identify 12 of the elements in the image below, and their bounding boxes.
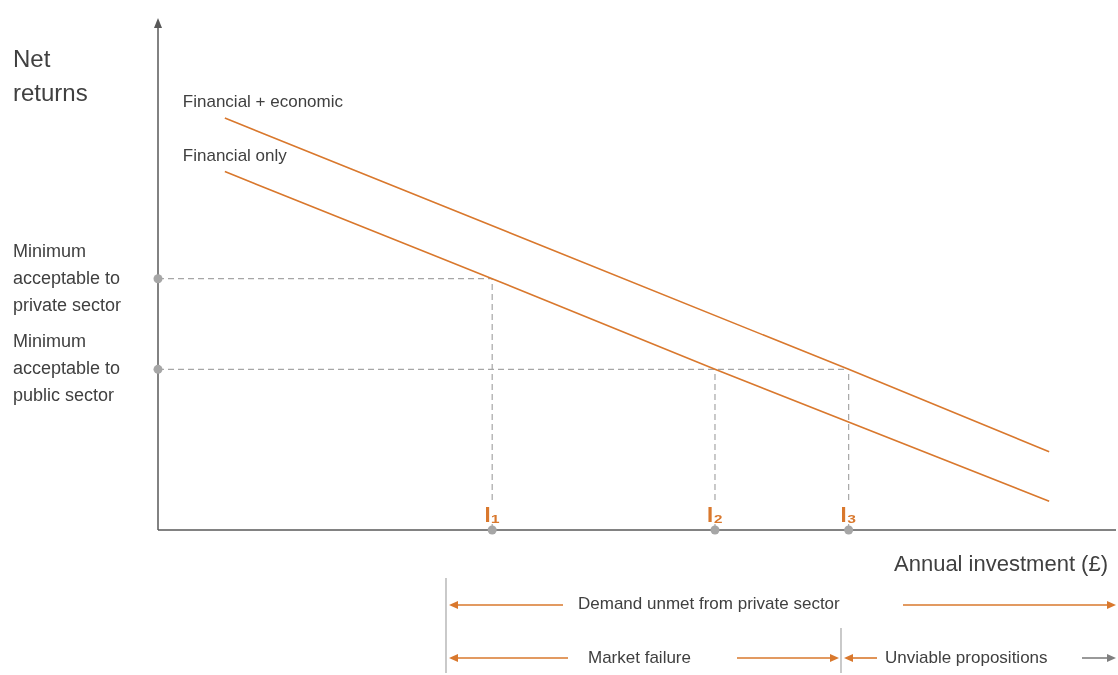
- y-axis-title: Net returns: [13, 45, 88, 106]
- text: Market failure: [584, 648, 695, 668]
- series-label: Financial + economic: [182, 92, 344, 112]
- series-label: Financial only: [182, 145, 288, 165]
- x-tick-label: I₁: [484, 502, 500, 527]
- ref-line-label: Minimum acceptable to public sector: [13, 331, 121, 406]
- x-axis-title: Annual investment (£): [894, 551, 1108, 576]
- x-tick-label: I₂: [707, 502, 723, 527]
- text: Unviable propositions: [881, 648, 1052, 668]
- ref-line-label: Minimum acceptable to private sector: [13, 240, 122, 315]
- text: Demand unmet from private sector: [574, 594, 844, 614]
- x-tick-label: I₃: [840, 502, 857, 527]
